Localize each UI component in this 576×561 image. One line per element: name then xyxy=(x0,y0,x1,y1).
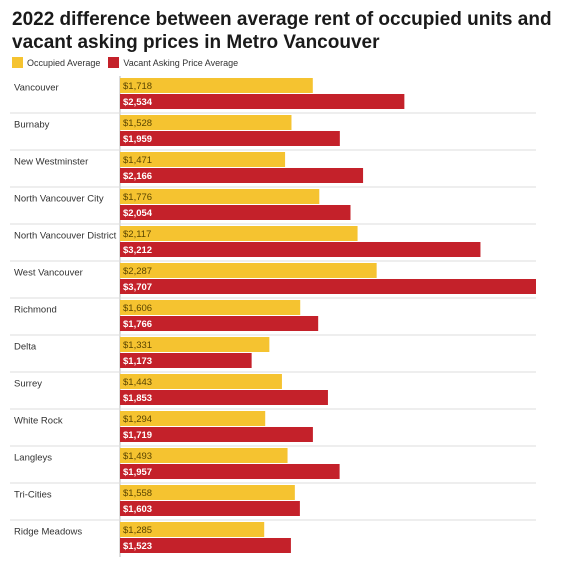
legend-item-vacant: Vacant Asking Price Average xyxy=(108,57,238,68)
category-label: New Westminster xyxy=(14,157,88,168)
legend-label-vacant: Vacant Asking Price Average xyxy=(123,57,239,68)
category-label: Ridge Meadows xyxy=(14,527,82,538)
legend-item-occupied: Occupied Average xyxy=(12,57,100,68)
legend-label-occupied: Occupied Average xyxy=(27,57,101,68)
value-label-vacant: $1,173 xyxy=(123,356,152,367)
bar-vacant xyxy=(120,242,481,257)
value-label-occupied: $2,117 xyxy=(123,229,151,240)
bar-vacant xyxy=(120,353,252,368)
category-label: Burnaby xyxy=(14,120,50,131)
bar-vacant xyxy=(120,279,536,294)
bar-vacant xyxy=(120,168,364,183)
bar-occupied xyxy=(120,448,288,463)
bar-occupied xyxy=(120,189,320,204)
category-label: North Vancouver District xyxy=(14,231,117,242)
legend-swatch-occupied xyxy=(12,57,23,68)
bar-occupied xyxy=(120,300,301,315)
legend-swatch-vacant xyxy=(108,57,120,68)
category-label: Delta xyxy=(14,342,37,353)
value-label-occupied: $1,443 xyxy=(123,377,152,388)
category-label: North Vancouver City xyxy=(14,194,104,205)
value-label-occupied: $1,493 xyxy=(123,451,152,462)
value-label-vacant: $1,523 xyxy=(123,541,152,552)
value-label-occupied: $1,285 xyxy=(123,525,152,536)
value-label-occupied: $1,528 xyxy=(123,118,152,129)
bar-occupied xyxy=(120,411,266,426)
value-label-vacant: $2,534 xyxy=(123,97,153,108)
legend: Occupied Average Vacant Asking Price Ave… xyxy=(12,57,246,68)
chart-title: 2022 difference between average rent of … xyxy=(12,9,552,53)
value-label-vacant: $1,766 xyxy=(123,319,152,330)
bar-occupied xyxy=(120,152,286,167)
bar-vacant xyxy=(120,316,319,331)
category-label: Vancouver xyxy=(14,83,59,94)
bar-vacant xyxy=(120,464,340,479)
category-label: Surrey xyxy=(14,379,42,390)
category-label: Langleys xyxy=(14,453,52,464)
category-label: West Vancouver xyxy=(14,268,83,279)
value-label-vacant: $1,853 xyxy=(123,393,152,404)
value-label-occupied: $2,287 xyxy=(123,266,152,277)
bar-vacant xyxy=(120,501,300,516)
bar-occupied xyxy=(120,485,295,500)
bar-vacant xyxy=(120,94,405,109)
value-label-occupied: $1,471 xyxy=(123,155,152,166)
category-label: Richmond xyxy=(14,305,57,316)
value-label-vacant: $3,707 xyxy=(123,282,152,293)
value-label-occupied: $1,558 xyxy=(123,488,152,499)
bar-occupied xyxy=(120,226,358,241)
bar-occupied xyxy=(120,115,292,130)
value-label-vacant: $2,054 xyxy=(123,208,153,219)
value-label-occupied: $1,718 xyxy=(123,81,152,92)
value-label-occupied: $1,294 xyxy=(123,414,152,425)
bar-occupied xyxy=(120,263,377,278)
value-label-occupied: $1,776 xyxy=(123,192,152,203)
bar-vacant xyxy=(120,131,340,146)
bar-vacant xyxy=(120,427,313,442)
value-label-vacant: $2,166 xyxy=(123,171,152,182)
bar-occupied xyxy=(120,374,282,389)
category-label: Tri-Cities xyxy=(14,490,52,501)
bar-vacant xyxy=(120,205,351,220)
value-label-vacant: $1,957 xyxy=(123,467,152,478)
value-label-occupied: $1,331 xyxy=(123,340,152,351)
value-label-vacant: $1,603 xyxy=(123,504,152,515)
bar-occupied xyxy=(120,337,270,352)
bar-vacant xyxy=(120,390,328,405)
value-label-vacant: $1,719 xyxy=(123,430,152,441)
bar-occupied xyxy=(120,522,265,537)
value-label-vacant: $1,959 xyxy=(123,134,152,145)
bar-vacant xyxy=(120,538,291,553)
category-label: White Rock xyxy=(14,416,63,427)
value-label-vacant: $3,212 xyxy=(123,245,152,256)
bar-occupied xyxy=(120,78,313,93)
value-label-occupied: $1,606 xyxy=(123,303,152,314)
